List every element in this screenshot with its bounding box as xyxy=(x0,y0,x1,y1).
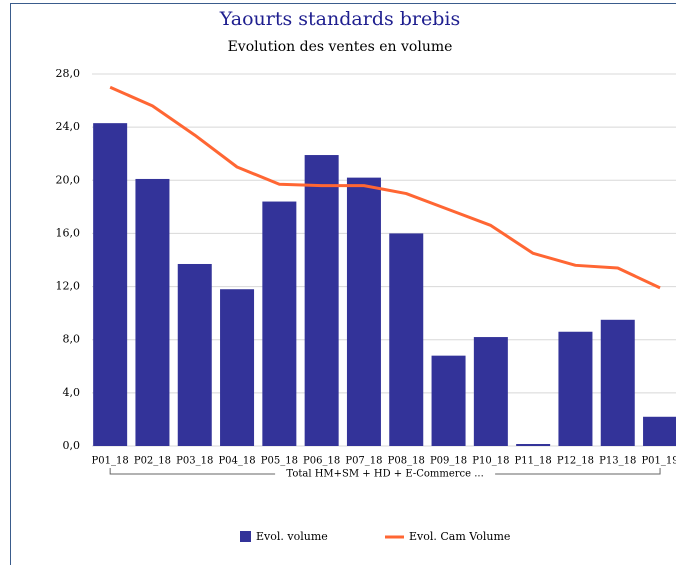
y-tick-label: 20,0 xyxy=(56,173,81,186)
chart-title: Yaourts standards brebis xyxy=(219,8,461,30)
x-tick-label: P03_18 xyxy=(176,456,213,467)
x-tick-label: P06_18 xyxy=(303,456,340,467)
legend-label: Evol. volume xyxy=(256,530,328,543)
bar xyxy=(473,337,508,446)
line xyxy=(109,85,661,290)
x-tick-label: P09_18 xyxy=(430,456,467,467)
bar xyxy=(389,233,424,446)
legend-swatch xyxy=(240,531,251,542)
x-tick-label: P07_18 xyxy=(345,456,382,467)
group-label: Total HM+SM + HD + E-Commerce ... xyxy=(286,469,483,480)
y-tick-label: 0,0 xyxy=(63,439,81,452)
bar xyxy=(177,263,212,446)
x-tick-label: P01_19 xyxy=(641,456,676,467)
x-tick-label: P01_18 xyxy=(92,456,129,467)
x-tick-label: P02_18 xyxy=(134,456,171,467)
bar xyxy=(304,155,339,447)
bar xyxy=(262,201,297,446)
y-tick-label: 8,0 xyxy=(63,333,81,346)
bar xyxy=(135,178,170,446)
x-tick-label: P05_18 xyxy=(261,456,298,467)
y-tick-label: 12,0 xyxy=(56,280,81,293)
y-tick-label: 4,0 xyxy=(63,386,81,399)
x-tick-label: P11_18 xyxy=(515,456,552,467)
x-tick-label: P12_18 xyxy=(557,456,594,467)
bar xyxy=(346,177,381,446)
y-tick-label: 28,0 xyxy=(56,67,81,80)
bar xyxy=(220,289,255,446)
x-tick-label: P13_18 xyxy=(599,456,636,467)
bar xyxy=(431,355,466,446)
bar xyxy=(93,123,128,447)
group-label-bg xyxy=(275,468,496,480)
x-tick-label: P10_18 xyxy=(472,456,509,467)
legend-label: Evol. Cam Volume xyxy=(409,530,510,543)
y-tick-label: 16,0 xyxy=(56,226,81,239)
x-tick-label: P04_18 xyxy=(218,456,255,467)
bar xyxy=(600,319,635,446)
x-tick-label: P08_18 xyxy=(388,456,425,467)
y-tick-label: 24,0 xyxy=(56,120,81,133)
chart-subtitle: Evolution des ventes en volume xyxy=(228,39,453,55)
bar xyxy=(516,444,551,446)
bar xyxy=(558,331,593,446)
bar xyxy=(643,416,676,446)
